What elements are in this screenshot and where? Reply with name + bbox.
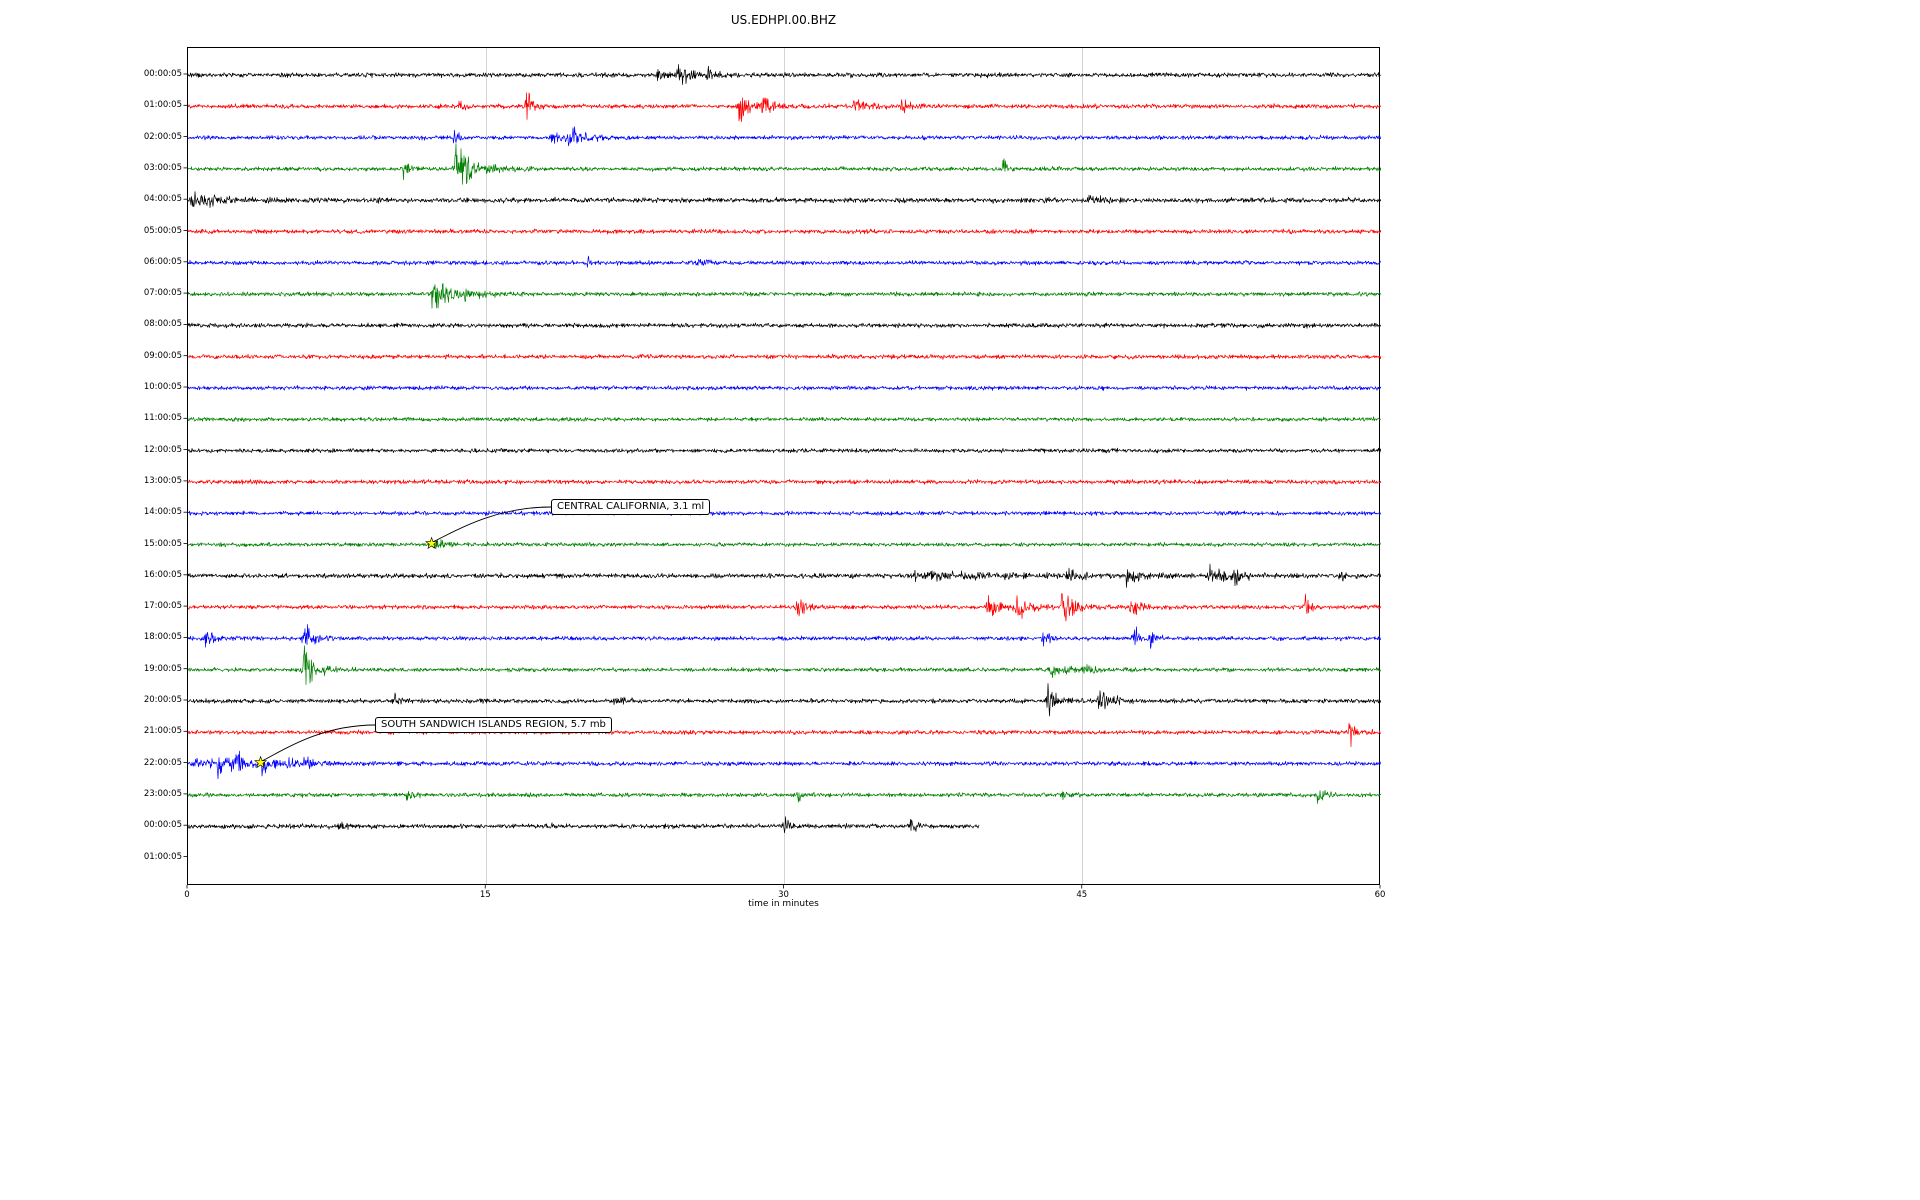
annotation-box: SOUTH SANDWICH ISLANDS REGION, 5.7 mb <box>375 717 612 733</box>
y-axis-tick-label: 22:00:05 <box>143 757 182 768</box>
y-axis-tick-label: 00:00:05 <box>143 820 182 831</box>
y-axis-tick-label: 04:00:05 <box>143 194 182 205</box>
y-axis-tick-label: 12:00:05 <box>143 444 182 455</box>
y-axis-tick-label: 07:00:05 <box>143 288 182 299</box>
y-axis-tick-label: 18:00:05 <box>143 632 182 643</box>
y-axis-tick-label: 09:00:05 <box>143 350 182 361</box>
y-axis-tick-label: 03:00:05 <box>143 162 182 173</box>
y-axis-tick-label: 11:00:05 <box>143 413 182 424</box>
y-axis-tick-label: 21:00:05 <box>143 726 182 737</box>
chart-title: US.EDHPI.00.BHZ <box>730 13 837 27</box>
y-axis-tick-label: 16:00:05 <box>143 569 182 580</box>
y-axis-tick-label: 01:00:05 <box>143 100 182 111</box>
y-axis-tick-label: 06:00:05 <box>143 256 182 267</box>
x-axis-label: time in minutes <box>748 899 819 909</box>
x-axis-tick-label: 0 <box>184 890 190 900</box>
y-axis-tick-label: 05:00:05 <box>143 225 182 236</box>
y-axis-tick-label: 13:00:05 <box>143 475 182 486</box>
y-axis-tick-label: 00:00:05 <box>143 69 182 79</box>
y-axis-tick-label: 17:00:05 <box>143 601 182 612</box>
waveform-canvas <box>188 48 1381 886</box>
y-axis-tick-label: 02:00:05 <box>143 131 182 142</box>
annotation-box: CENTRAL CALIFORNIA, 3.1 ml <box>551 499 711 515</box>
y-axis-tick-label: 15:00:05 <box>143 538 182 549</box>
y-axis-tick-label: 23:00:05 <box>143 788 182 799</box>
plot-area <box>187 47 1381 886</box>
y-axis-tick-label: 01:00:05 <box>143 851 182 862</box>
y-axis-tick-label: 19:00:05 <box>143 663 182 674</box>
x-axis-tick-label: 60 <box>1374 890 1386 900</box>
x-axis-tick-label: 45 <box>1076 890 1088 900</box>
y-axis-tick-label: 14:00:05 <box>143 507 182 518</box>
y-axis-tick-label: 08:00:05 <box>143 319 182 330</box>
y-axis-tick-label: 10:00:05 <box>143 382 182 392</box>
x-axis-tick-label: 15 <box>479 890 491 900</box>
y-axis-tick-label: 20:00:05 <box>143 695 182 705</box>
x-axis-tick-label: 30 <box>778 890 789 900</box>
